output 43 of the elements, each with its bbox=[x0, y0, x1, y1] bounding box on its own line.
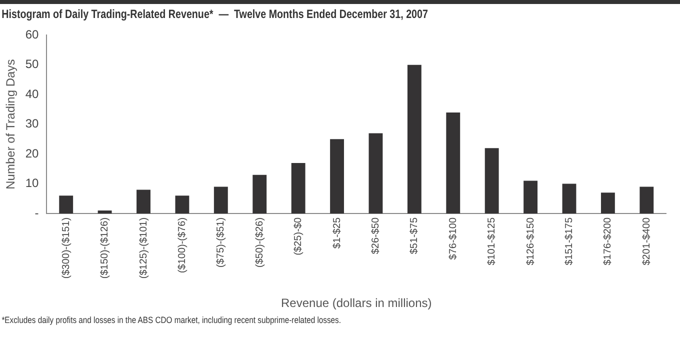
y-tick-label: 30 bbox=[25, 116, 40, 131]
bar bbox=[252, 174, 267, 214]
x-tick-label: $51-$75 bbox=[409, 217, 420, 254]
bar bbox=[446, 112, 460, 214]
x-tick-label: $1-$25 bbox=[332, 217, 343, 249]
y-tick-label: 20 bbox=[25, 146, 40, 160]
bar bbox=[291, 162, 306, 214]
bar bbox=[98, 210, 112, 214]
x-tick-label: $201-$400 bbox=[641, 217, 652, 266]
x-tick-label: $151-$175 bbox=[564, 217, 575, 266]
y-tick-label: 50 bbox=[25, 57, 40, 72]
bar bbox=[524, 180, 538, 214]
bar bbox=[600, 192, 615, 214]
chart-title: Histogram of Daily Trading-Related Revenue* — Twelve Months Ended December 31, 2007 bbox=[0, 6, 429, 21]
x-tick-label: ($25)-$0 bbox=[293, 217, 304, 256]
bar bbox=[214, 186, 228, 214]
y-tick-label: 40 bbox=[25, 86, 40, 101]
bar bbox=[368, 133, 383, 214]
bar bbox=[562, 184, 576, 214]
x-tick-label: $176-$200 bbox=[602, 217, 614, 266]
x-tick-label: ($100)-($76) bbox=[176, 217, 188, 274]
text: *Excludes daily profits and losses in the ABS CDO market, including recent subprime-related losses. bbox=[0, 315, 342, 325]
y-tick-label: - bbox=[34, 206, 39, 220]
x-tick-label: ($75)-($51) bbox=[216, 217, 227, 268]
x-tick-label: $26-$50 bbox=[370, 217, 382, 254]
bar bbox=[330, 139, 344, 214]
bar bbox=[136, 190, 150, 214]
bar bbox=[175, 196, 190, 214]
x-tick-label: ($300)-($151) bbox=[60, 217, 72, 279]
y-axis-title: Number of Trading Days bbox=[4, 59, 18, 190]
x-tick-label: ($150)-($126) bbox=[100, 217, 111, 279]
bar bbox=[407, 64, 422, 214]
bar bbox=[59, 196, 74, 214]
bar bbox=[640, 186, 654, 214]
x-tick-label: ($50)-($26) bbox=[254, 217, 266, 268]
x-axis-title: Revenue (dollars in millions) bbox=[281, 296, 432, 310]
x-tick-label: $126-$150 bbox=[525, 217, 536, 266]
x-tick-label: $76-$100 bbox=[448, 217, 459, 260]
x-tick-label: $101-$125 bbox=[486, 217, 498, 266]
bar bbox=[484, 148, 499, 214]
y-tick-label: 10 bbox=[25, 176, 40, 190]
y-tick-label: 60 bbox=[25, 28, 40, 42]
x-tick-label: ($125)-($101) bbox=[138, 217, 150, 279]
